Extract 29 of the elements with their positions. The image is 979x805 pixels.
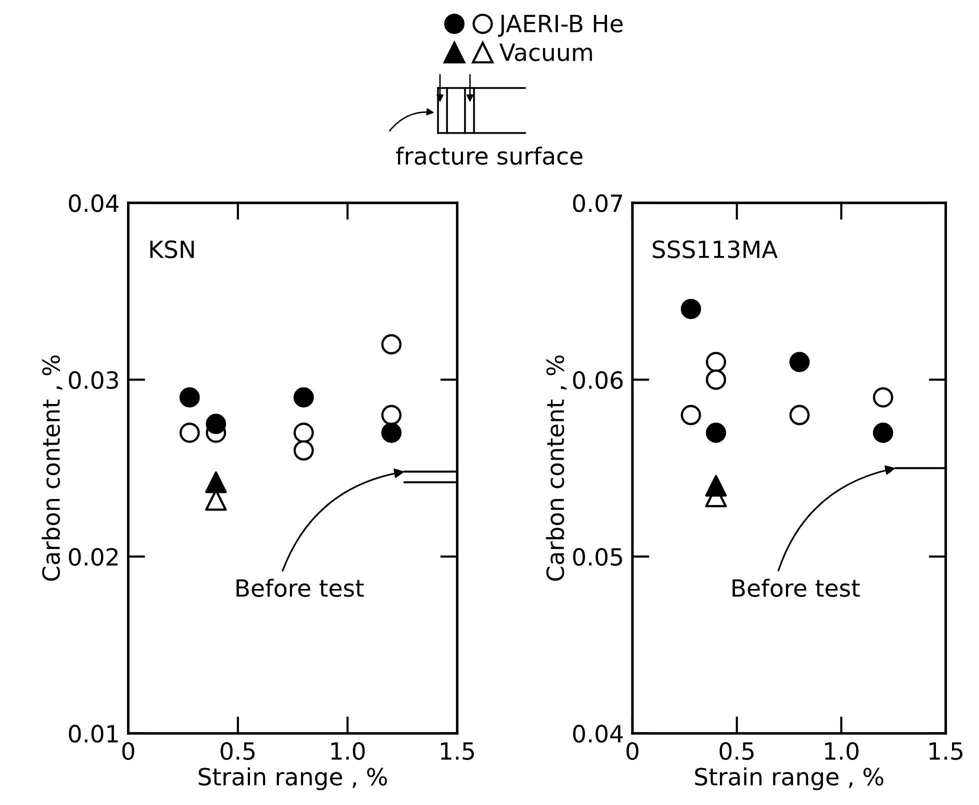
y-tick-label: 0.03 bbox=[68, 371, 118, 389]
y-tick-label: 0.04 bbox=[573, 724, 623, 743]
x-axis-title: Strain range , % bbox=[198, 767, 387, 790]
annotation: Before test bbox=[236, 578, 364, 597]
text: SSS113MA bbox=[652, 240, 778, 258]
point bbox=[705, 474, 727, 497]
x-tick-label: 1.5 bbox=[441, 742, 474, 760]
point bbox=[205, 471, 227, 494]
y-tick-label: 0.01 bbox=[68, 724, 118, 743]
text: KSN bbox=[150, 240, 194, 258]
x-tick-label: 1.5 bbox=[930, 742, 962, 760]
annotation: Before test bbox=[732, 578, 860, 597]
x-tick-label: 0.5 bbox=[220, 742, 255, 760]
y-tick-label: 0.04 bbox=[68, 194, 119, 212]
x-tick-label: 0 bbox=[122, 742, 134, 760]
y-tick-label: 0.02 bbox=[68, 548, 118, 566]
x-tick-label: 0 bbox=[626, 742, 638, 760]
text: fracture surface bbox=[396, 146, 582, 165]
y-tick-label: 0.05 bbox=[573, 548, 622, 566]
x-tick-label: 1.0 bbox=[825, 742, 858, 760]
y-axis-title: Carbon content , % bbox=[546, 355, 567, 581]
y-tick-label: 0.07 bbox=[573, 194, 622, 212]
y-axis-title: Carbon content , % bbox=[42, 355, 62, 581]
x-tick-label: 0.5 bbox=[720, 742, 754, 760]
x-axis-title: Strain range , % bbox=[695, 767, 884, 790]
legend-label: Vacuum bbox=[499, 44, 592, 62]
legend-label: JAERI-B He bbox=[498, 14, 623, 37]
x-tick-label: 1.0 bbox=[331, 742, 365, 760]
y-tick-label: 0.06 bbox=[573, 371, 623, 389]
